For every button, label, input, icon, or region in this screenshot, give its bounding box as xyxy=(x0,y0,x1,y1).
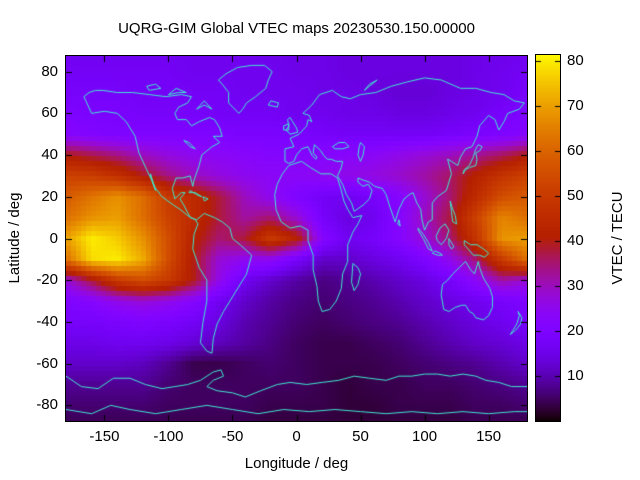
vtec-heatmap-canvas xyxy=(66,56,527,421)
colorbar-tick-label: 30 xyxy=(567,276,584,294)
colorbar-tick-label: 70 xyxy=(567,96,584,114)
colorbar-tick-label: 40 xyxy=(567,231,584,249)
colorbar-tick-label: 10 xyxy=(567,366,584,384)
colorbar-tick-label: 80 xyxy=(567,51,584,69)
y-axis-label: Latitude / deg xyxy=(6,192,23,284)
colorbar-label: VTEC / TECU xyxy=(609,191,626,285)
colorbar-canvas xyxy=(536,55,560,421)
colorbar-tick-label: 50 xyxy=(567,186,584,204)
y-tick-label: -60 xyxy=(36,354,58,372)
y-tick-label: -80 xyxy=(36,396,58,414)
colorbar-frame xyxy=(535,54,561,422)
x-tick-label: 0 xyxy=(292,428,301,445)
x-axis-label: Longitude / deg xyxy=(244,455,349,472)
map-plot-frame xyxy=(65,55,528,422)
x-tick-label: -100 xyxy=(153,428,184,445)
x-tick-label: 150 xyxy=(476,428,502,445)
y-tick-label: 80 xyxy=(41,62,58,80)
colorbar-tick-label: 60 xyxy=(567,141,584,159)
y-tick-label: 60 xyxy=(41,104,58,122)
chart-title: UQRG-GIM Global VTEC maps 20230530.150.0… xyxy=(118,20,475,37)
x-tick-label: 100 xyxy=(412,428,438,445)
x-tick-label: -150 xyxy=(89,428,120,445)
x-tick-label: -50 xyxy=(221,428,244,445)
x-tick-label: 50 xyxy=(352,428,369,445)
colorbar-tick-label: 20 xyxy=(567,321,584,339)
